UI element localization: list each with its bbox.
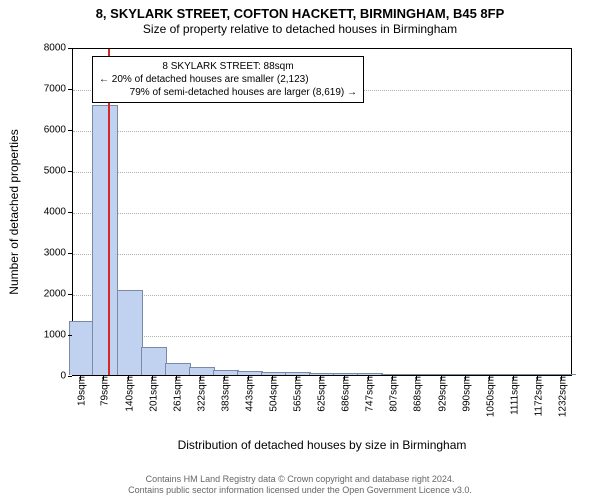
histogram-bar	[381, 374, 407, 375]
y-tick-label: 2000	[44, 289, 72, 300]
x-tick-label: 1111sqm	[505, 376, 520, 415]
gridline	[73, 131, 571, 132]
x-tick-label: 140sqm	[120, 376, 135, 412]
histogram-bar	[357, 373, 383, 375]
page: 8, SKYLARK STREET, COFTON HACKETT, BIRMI…	[0, 0, 600, 500]
y-axis-label: Number of detached properties	[7, 129, 21, 294]
y-tick-label: 7000	[44, 84, 72, 95]
x-tick-label: 1050sqm	[481, 376, 496, 417]
annotation-right-line: 79% of semi-detached houses are larger (…	[99, 86, 357, 99]
y-tick-label: 6000	[44, 125, 72, 136]
histogram-bar	[69, 321, 95, 375]
histogram-bar	[430, 374, 456, 375]
x-tick-label: 19sqm	[72, 376, 87, 406]
annotation-left-line: ← 20% of detached houses are smaller (2,…	[99, 73, 357, 86]
histogram-bar	[526, 374, 552, 375]
histogram-bar	[213, 370, 239, 375]
x-tick-label: 625sqm	[313, 376, 328, 412]
x-tick-label: 443sqm	[240, 376, 255, 412]
histogram-bar	[405, 374, 431, 375]
y-tick-label: 4000	[44, 207, 72, 218]
title-block: 8, SKYLARK STREET, COFTON HACKETT, BIRMI…	[0, 6, 600, 37]
x-tick-label: 504sqm	[265, 376, 280, 412]
footer: Contains HM Land Registry data © Crown c…	[0, 474, 600, 497]
gridline	[73, 295, 571, 296]
x-tick-label: 201sqm	[144, 376, 159, 412]
histogram-bar	[285, 372, 311, 375]
x-tick-label: 1172sqm	[530, 376, 545, 416]
x-tick-label: 807sqm	[385, 376, 400, 412]
histogram-bar	[309, 373, 335, 375]
histogram-bar	[117, 290, 143, 375]
histogram-bar	[502, 374, 528, 375]
x-tick-label: 79sqm	[96, 376, 111, 406]
histogram-bar	[237, 371, 263, 375]
chart-subtitle: Size of property relative to detached ho…	[0, 22, 600, 37]
x-tick-label: 565sqm	[289, 376, 304, 412]
x-tick-label: 868sqm	[409, 376, 424, 412]
y-tick-label: 3000	[44, 248, 72, 259]
histogram-bar	[189, 367, 215, 375]
histogram-bar	[333, 373, 359, 375]
x-tick-label: 261sqm	[168, 376, 183, 412]
gridline	[73, 172, 571, 173]
x-tick-label: 1232sqm	[553, 376, 568, 417]
footer-line-2: Contains public sector information licen…	[0, 485, 600, 496]
annotation-title: 8 SKYLARK STREET: 88sqm	[99, 60, 357, 73]
histogram-bar	[454, 374, 480, 375]
histogram-bar	[478, 374, 504, 375]
x-axis-label: Distribution of detached houses by size …	[178, 438, 467, 452]
gridline	[73, 336, 571, 337]
gridline	[73, 254, 571, 255]
gridline	[73, 213, 571, 214]
y-tick-label: 5000	[44, 166, 72, 177]
y-tick-label: 0	[60, 371, 72, 382]
footer-line-1: Contains HM Land Registry data © Crown c…	[0, 474, 600, 485]
annotation-box: 8 SKYLARK STREET: 88sqm ← 20% of detache…	[92, 56, 364, 103]
histogram-bar	[141, 347, 167, 375]
chart-title: 8, SKYLARK STREET, COFTON HACKETT, BIRMI…	[0, 6, 600, 22]
x-tick-label: 686sqm	[337, 376, 352, 412]
histogram-bar	[261, 372, 287, 375]
histogram-bar	[92, 105, 118, 375]
y-tick-label: 1000	[44, 330, 72, 341]
x-tick-label: 383sqm	[216, 376, 231, 412]
x-tick-label: 990sqm	[457, 376, 472, 412]
x-tick-label: 929sqm	[433, 376, 448, 412]
histogram-bar	[165, 363, 191, 375]
x-tick-label: 322sqm	[192, 376, 207, 412]
x-tick-label: 747sqm	[361, 376, 376, 412]
histogram-bar	[550, 374, 576, 375]
y-tick-label: 8000	[44, 43, 72, 54]
